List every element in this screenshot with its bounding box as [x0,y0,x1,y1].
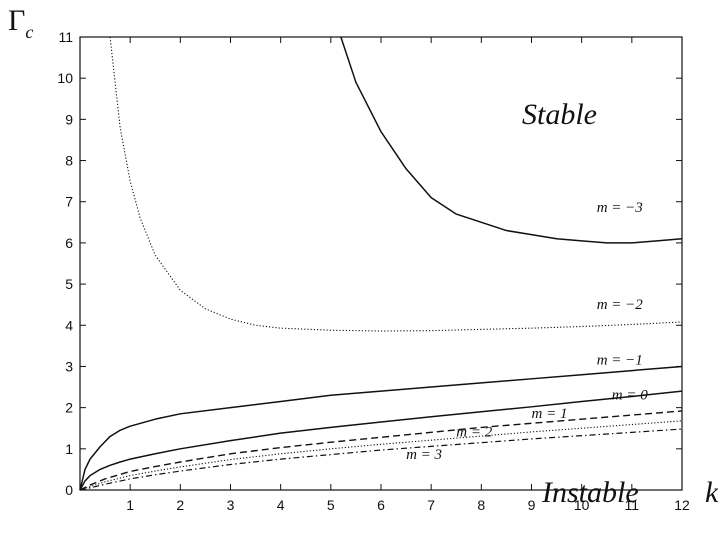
x-tick-label: 10 [574,497,590,513]
y-tick-label: 2 [65,400,73,416]
y-axis-title-subscript: c [25,22,33,42]
y-axis-title: Γc [8,4,33,42]
x-tick-label: 5 [327,497,335,513]
y-tick-label: 9 [65,111,73,127]
region-label-instable: Instable [541,476,639,509]
series-line-0 [340,36,683,244]
y-tick-label: 3 [65,358,73,374]
x-axis-title: k [705,476,718,509]
curves [79,36,683,491]
x-tick-label: 3 [227,497,235,513]
series-line-1 [109,36,683,332]
y-tick-label: 6 [65,235,73,251]
curve-label-6: m = 3 [406,447,442,463]
y-tick-label: 0 [65,482,73,498]
x-tick-label: 4 [277,497,285,513]
curve-label-0: m = −3 [597,200,643,216]
x-tick-label: 7 [427,497,435,513]
curve-label-2: m = −1 [597,352,643,368]
y-tick-label: 4 [65,317,73,333]
y-tick-label: 5 [65,276,73,292]
x-tick-label: 2 [176,497,184,513]
x-tick-label: 1 [126,497,134,513]
curve-label-4: m = 1 [532,406,568,422]
curve-label-3: m = 0 [612,387,648,403]
y-tick-label: 11 [58,29,73,45]
y-tick-label: 1 [65,441,73,457]
y-tick-label: 7 [65,194,73,210]
x-tick-label: 6 [377,497,385,513]
x-tick-label: 11 [625,497,640,513]
curve-label-1: m = −2 [597,297,644,313]
x-tick-label: 12 [674,497,690,513]
series-line-3 [79,390,683,491]
series-line-5 [79,420,683,491]
x-tick-label: 8 [477,497,485,513]
series-line-4 [79,410,683,491]
x-tick-label: 9 [528,497,536,513]
region-label-stable: Stable [522,98,597,131]
curve-label-5: m = 2 [456,424,492,440]
series-line-2 [79,365,683,491]
y-tick-label: 10 [57,70,73,86]
y-tick-label: 8 [65,153,73,169]
